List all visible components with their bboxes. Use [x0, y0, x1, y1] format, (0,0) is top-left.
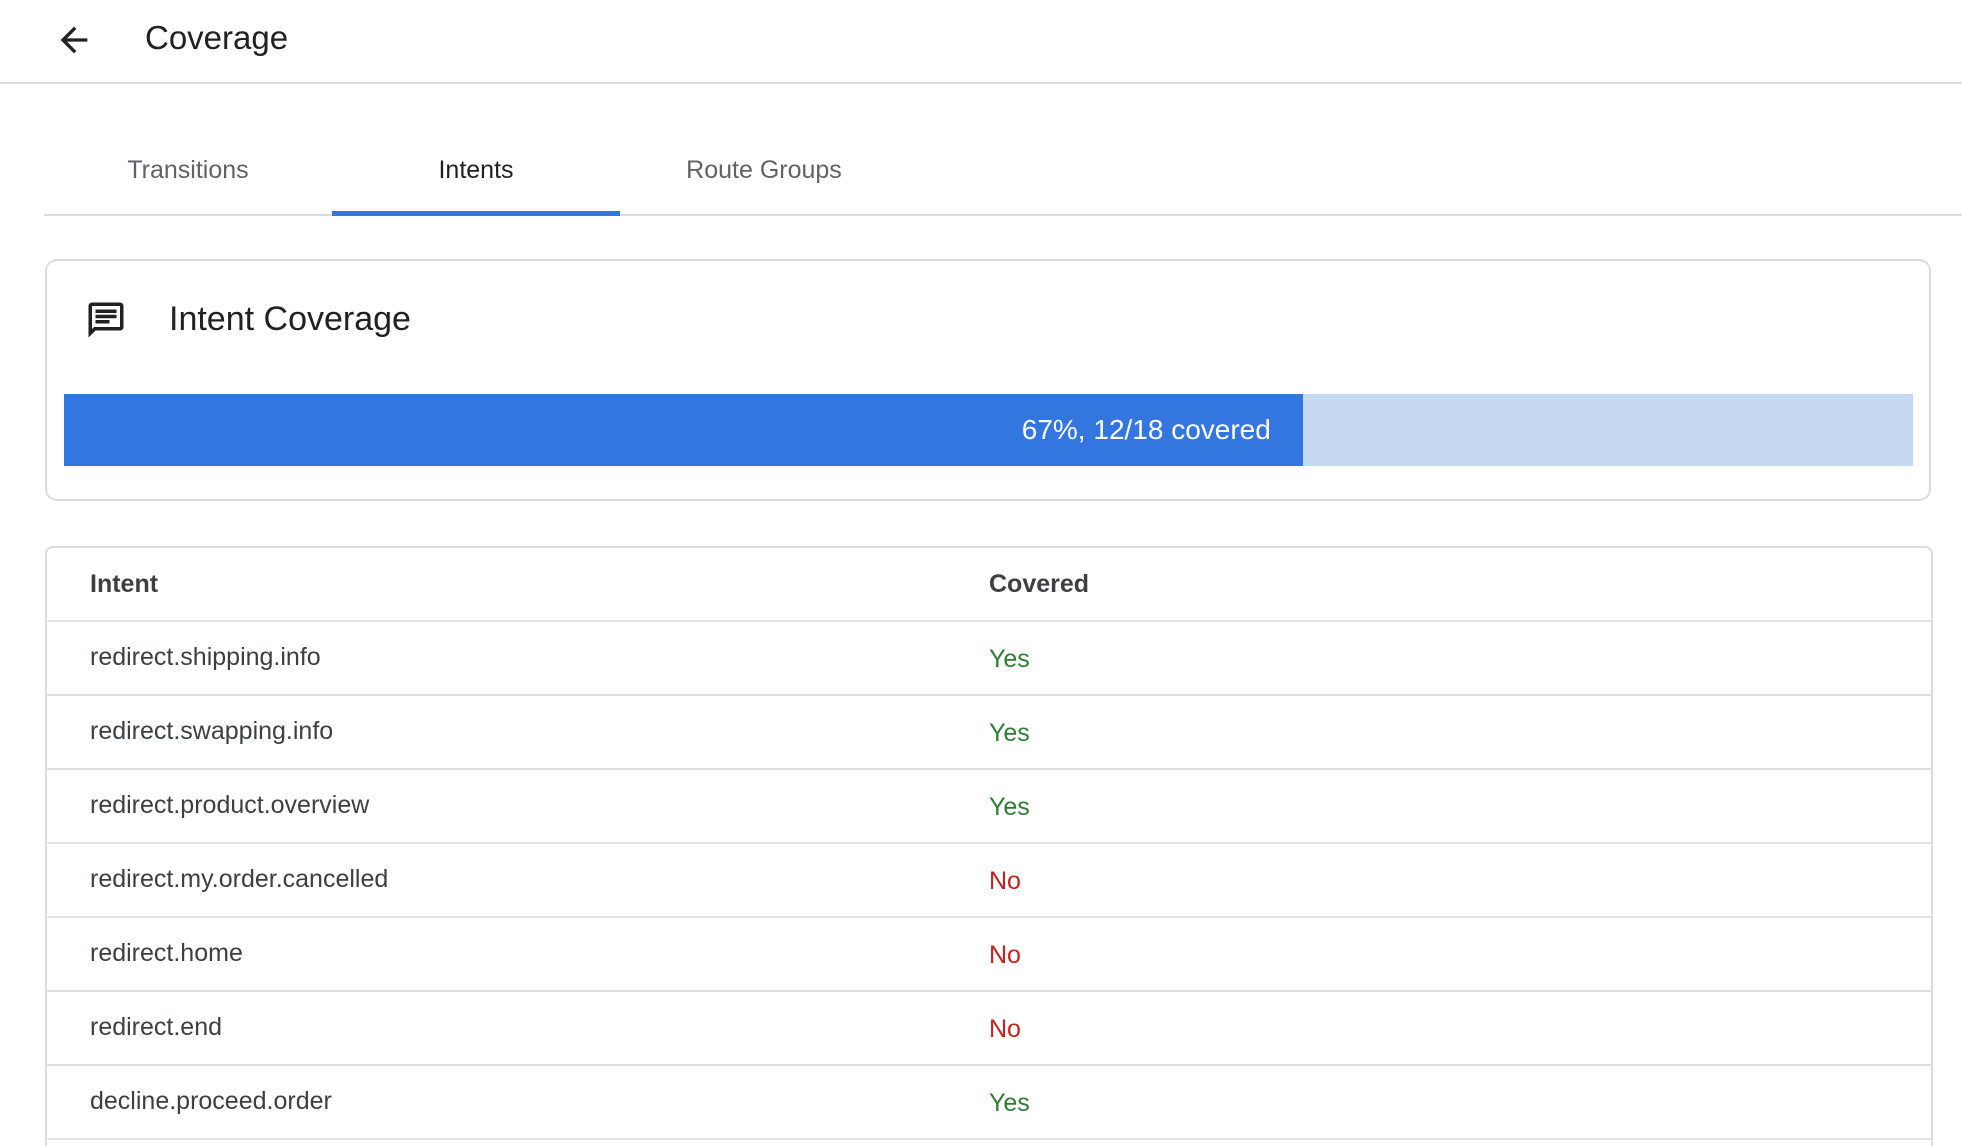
covered-status: No [989, 867, 1021, 895]
intent-table: Intent Covered redirect.shipping.info Yes… [45, 546, 1933, 1146]
app-header: Coverage [0, 0, 1962, 84]
coverage-progress-bar: 67%, 12/18 covered [64, 394, 1913, 466]
tab-bar: Transitions Intents Route Groups [44, 128, 1962, 216]
column-header-covered: Covered [989, 570, 1090, 598]
table-row[interactable]: redirect.home No [47, 918, 1931, 992]
table-header-row: Intent Covered [47, 548, 1931, 622]
table-row[interactable]: redirect.shipping.info Yes [47, 622, 1931, 696]
table-row[interactable]: redirect.product.overview Yes [47, 770, 1931, 844]
table-row[interactable]: redirect.end No [47, 992, 1931, 1066]
covered-status: No [989, 941, 1021, 969]
intent-coverage-card: Intent Coverage 67%, 12/18 covered [45, 259, 1931, 501]
intent-name: decline.proceed.order [90, 1087, 332, 1115]
card-title: Intent Coverage [169, 300, 411, 338]
page-title: Coverage [145, 19, 289, 56]
tab-intents[interactable]: Intents [332, 128, 620, 216]
intent-name: redirect.home [90, 939, 243, 967]
table-row[interactable]: redirect.my.order.cancelled No [47, 844, 1931, 918]
table-row[interactable]: decline.proceed.order Yes [47, 1066, 1931, 1140]
table-row[interactable]: redirect.swapping.info Yes [47, 696, 1931, 770]
covered-status: Yes [989, 793, 1030, 821]
chat-message-icon [85, 299, 127, 341]
intent-name: redirect.end [90, 1013, 223, 1041]
covered-status: Yes [989, 1089, 1030, 1117]
intent-name: redirect.swapping.info [90, 717, 334, 745]
coverage-progress-label: 67%, 12/18 covered [1021, 414, 1271, 445]
covered-status: Yes [989, 719, 1030, 747]
back-button[interactable] [54, 20, 94, 60]
covered-status: No [989, 1015, 1021, 1043]
intent-name: redirect.shipping.info [90, 643, 321, 671]
intent-name: redirect.product.overview [90, 791, 370, 819]
covered-status: Yes [989, 645, 1030, 673]
intent-name: redirect.my.order.cancelled [90, 865, 389, 893]
tab-route-groups[interactable]: Route Groups [686, 156, 842, 184]
arrow-back-icon [60, 26, 88, 54]
tab-transitions[interactable]: Transitions [127, 156, 249, 184]
column-header-intent: Intent [90, 570, 159, 598]
coverage-progress-fill: 67%, 12/18 covered [64, 394, 1303, 466]
